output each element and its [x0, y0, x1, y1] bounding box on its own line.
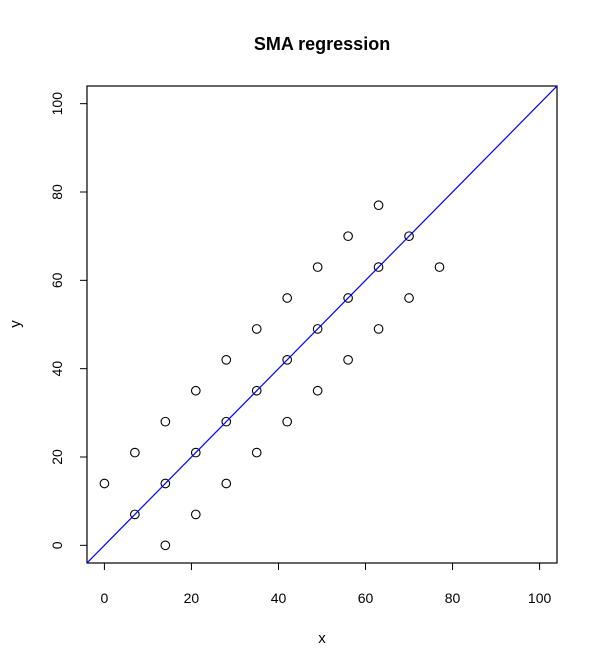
plot-frame	[86, 85, 558, 564]
x-tick-label: 100	[528, 590, 552, 606]
data-point	[190, 509, 201, 520]
x-tick-label: 80	[445, 590, 461, 606]
x-tick-label: 60	[358, 590, 374, 606]
data-point	[251, 447, 262, 458]
data-point	[343, 231, 353, 242]
data-point	[404, 231, 414, 242]
data-point	[221, 478, 232, 489]
data-point	[282, 416, 293, 427]
data-point	[190, 447, 201, 458]
data-point	[221, 354, 232, 365]
data-point	[221, 416, 232, 427]
data-point	[312, 385, 323, 396]
data-point	[160, 540, 171, 551]
data-point	[190, 385, 201, 396]
data-point	[373, 324, 384, 334]
data-point	[130, 509, 140, 520]
data-point	[160, 416, 171, 427]
plot-area: 0 20 40 60 80 100 0 20 40 60 80 100	[49, 85, 558, 606]
chart-title: SMA regression	[254, 34, 390, 54]
y-tick-label: 0	[49, 541, 65, 549]
x-axis-label: x	[318, 630, 326, 647]
x-tick-label: 20	[184, 590, 200, 606]
y-tick-label: 80	[49, 184, 65, 200]
data-point	[404, 293, 414, 303]
y-tick-label: 20	[49, 449, 65, 465]
data-point	[160, 478, 171, 489]
data-point	[251, 385, 262, 396]
data-point	[312, 324, 323, 334]
y-tick-label: 40	[49, 361, 65, 377]
data-point	[251, 324, 262, 334]
data-point	[282, 354, 293, 365]
data-point	[282, 293, 293, 303]
data-point	[312, 262, 323, 272]
data-point	[343, 293, 353, 303]
x-tick-label: 0	[101, 590, 109, 606]
y-axis-label: y	[7, 320, 24, 328]
x-tick-label: 40	[271, 590, 287, 606]
regression-line	[87, 86, 557, 563]
data-point	[343, 354, 353, 365]
data-point	[373, 262, 384, 272]
y-tick-label: 100	[49, 92, 65, 116]
data-point	[130, 447, 140, 458]
data-point	[434, 262, 445, 272]
data-point	[99, 478, 110, 489]
y-tick-label: 60	[49, 272, 65, 288]
data-point	[373, 200, 384, 211]
